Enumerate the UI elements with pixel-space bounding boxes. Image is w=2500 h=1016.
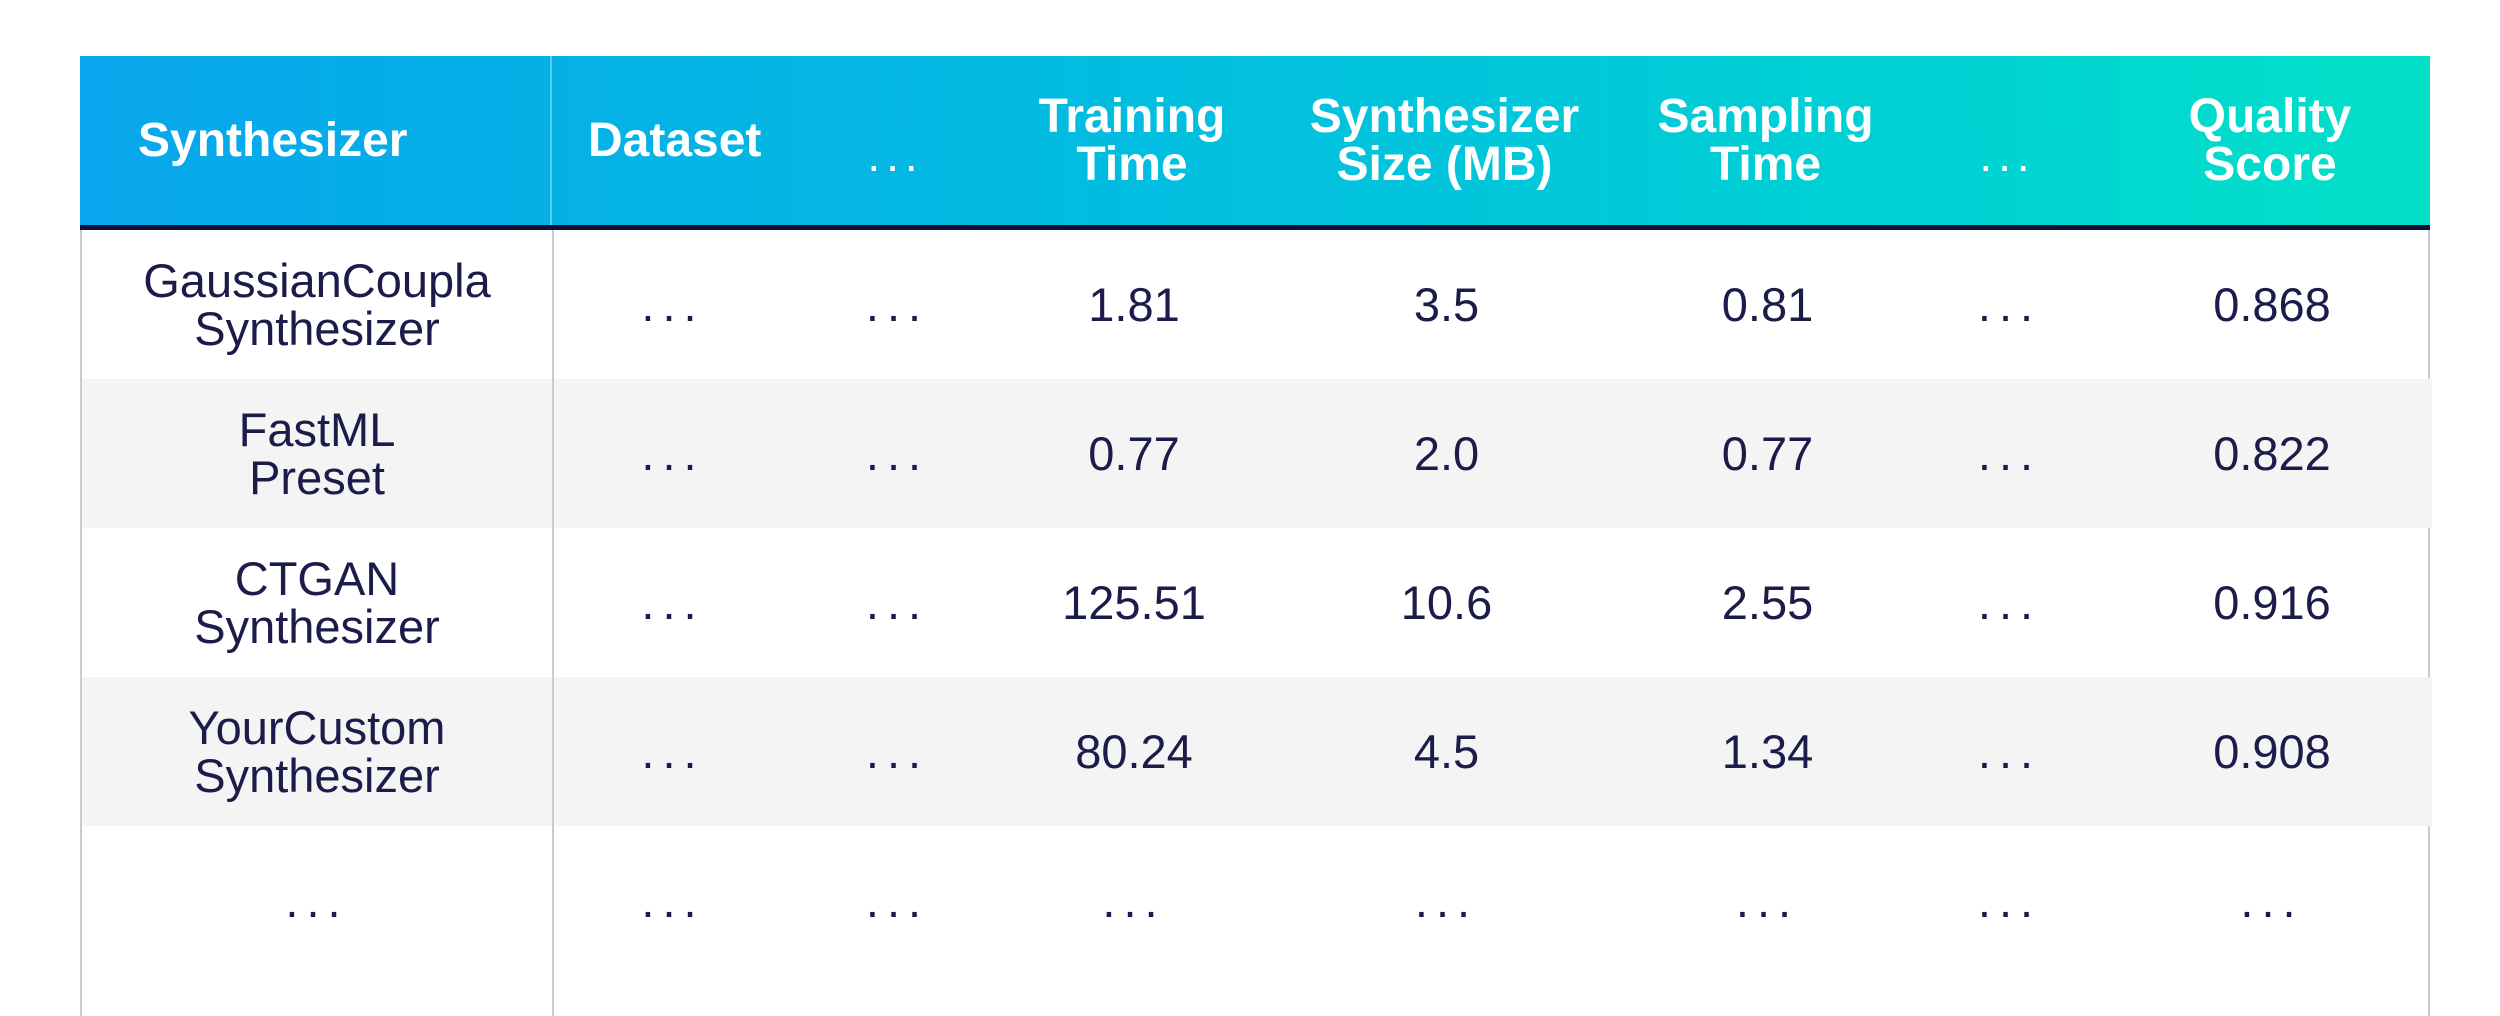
column-header-ellipsis: ...: [867, 128, 924, 181]
quality-score-cell: 0.916: [2213, 575, 2331, 629]
synthesizer-size-cell: 2.0: [1413, 426, 1480, 480]
table-row: CTGAN Synthesizer ... ... 125.51 10.6 2.…: [82, 528, 2432, 677]
table-cell: ...: [1977, 873, 2042, 927]
synthesizer-size-cell: 3.5: [1413, 277, 1480, 331]
table-row: FastML Preset ... ... 0.77 2.0 0.77 ... …: [82, 379, 2432, 528]
synthesizer-name: GaussianCoupla Synthesizer: [82, 230, 554, 379]
table-cell: ...: [865, 426, 930, 480]
sampling-time-cell: ...: [1735, 873, 1800, 927]
column-header-sampling-time: Sampling Time: [1657, 89, 1874, 191]
training-time-cell: ...: [1102, 873, 1166, 927]
synthesizer-size-cell: 10.6: [1400, 575, 1493, 629]
sampling-time-cell: 0.77: [1721, 426, 1814, 480]
column-header-training-time: Training Time: [1038, 89, 1226, 191]
quality-score-cell: ...: [2240, 873, 2304, 927]
column-header-ellipsis: ...: [1979, 128, 2036, 181]
column-divider: [82, 975, 554, 1016]
table-cell: ...: [1977, 724, 2042, 778]
quality-score-cell: 0.868: [2213, 277, 2331, 331]
column-header-synthesizer: Synthesizer: [80, 56, 552, 225]
quality-score-cell: 0.822: [2213, 426, 2331, 480]
table-cell: ...: [641, 426, 705, 480]
column-header-quality-score: Quality Score: [2188, 89, 2352, 191]
sampling-time-cell: 1.34: [1721, 724, 1814, 778]
table-row: GaussianCoupla Synthesizer ... ... 1.81 …: [82, 230, 2432, 379]
synthesizer-name: ...: [82, 826, 554, 975]
table-body: GaussianCoupla Synthesizer ... ... 1.81 …: [80, 230, 2432, 1016]
table-header: Synthesizer Dataset ... Training Time Sy…: [80, 56, 2430, 230]
sampling-time-cell: 2.55: [1721, 575, 1814, 629]
table-cell: ...: [865, 575, 930, 629]
table-cell: ...: [1977, 426, 2042, 480]
synthesizer-name: FastML Preset: [82, 379, 554, 528]
synthesizer-size-cell: ...: [1414, 873, 1479, 927]
training-time-cell: 1.81: [1088, 277, 1180, 331]
training-time-cell: 80.24: [1075, 724, 1193, 778]
table-row: ... ... ... ... ... ... ... ...: [82, 826, 2432, 975]
column-header-dataset: Dataset: [588, 113, 762, 167]
quality-score-cell: 0.908: [2213, 724, 2331, 778]
training-time-cell: 125.51: [1062, 575, 1206, 629]
table-cell: ...: [865, 873, 930, 927]
table-cell: ...: [641, 277, 705, 331]
table-row: YourCustom Synthesizer ... ... 80.24 4.5…: [82, 677, 2432, 826]
table-cell: ...: [1977, 575, 2042, 629]
column-header-synthesizer-size: Synthesizer Size (MB): [1309, 89, 1580, 191]
table-cell: ...: [641, 873, 705, 927]
synthesizer-name: CTGAN Synthesizer: [82, 528, 554, 677]
table-cell: ...: [865, 724, 930, 778]
table-cell: ...: [641, 575, 705, 629]
table-row-spacer: [82, 975, 2432, 1016]
training-time-cell: 0.77: [1088, 426, 1180, 480]
sampling-time-cell: 0.81: [1721, 277, 1814, 331]
synthesizer-size-cell: 4.5: [1413, 724, 1480, 778]
synthesizer-name: YourCustom Synthesizer: [82, 677, 554, 826]
table-cell: ...: [865, 277, 930, 331]
table-cell: ...: [641, 724, 705, 778]
table-cell: ...: [1977, 277, 2042, 331]
benchmark-table: Synthesizer Dataset ... Training Time Sy…: [80, 56, 2432, 1016]
